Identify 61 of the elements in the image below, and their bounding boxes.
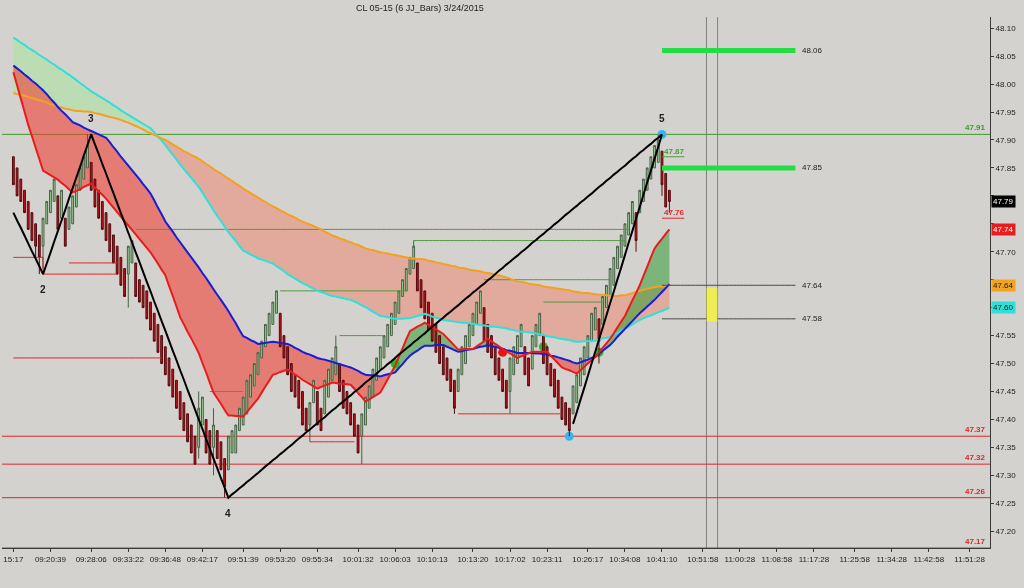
y-tick-label: 47.40 [995,415,1017,425]
x-tick-label: 09:28:06 [75,554,108,564]
data-label: 47.58 [802,314,823,323]
annotation: 3 [88,113,94,124]
x-tick-label: 10:06:03 [379,554,412,564]
x-tick-label: 10:34:08 [609,554,642,564]
x-tick-label: 09:53:20 [264,554,297,564]
x-tick-label: 11:25:58 [839,554,871,564]
y-tick-label: 47.85 [995,163,1017,173]
y-tick-label: 47.70 [995,247,1017,257]
x-tick-label: 10:26:17 [572,554,604,564]
annotation: 47.79 [993,197,1014,206]
ref-line-label: 47.91 [965,123,986,132]
y-tick-label: 47.55 [995,331,1017,341]
x-tick-label: 11:42:58 [913,554,945,564]
annotation: 47.64 [993,281,1014,290]
x-tick-label: 09:36:48 [149,554,182,564]
annotation: 5 [659,113,665,124]
annotation: 4 [225,508,231,519]
y-tick-label: 47.35 [995,443,1017,453]
x-tick-label: 10:23:11 [531,554,563,564]
x-tick-label: 10:13:20 [457,554,490,564]
y-tick-label: 48.00 [995,79,1017,89]
x-tick-label: 09:51:39 [227,554,260,564]
x-tick-label: 11:08:58 [761,554,793,564]
chart-title: CL 05-15 (6 JJ_Bars) 3/24/2015 [355,3,484,14]
x-tick-label: 10:41:10 [646,554,679,564]
y-tick-label: 47.25 [995,499,1017,509]
x-tick-label: 15:17 [3,554,24,564]
annotation: 47.60 [993,303,1014,312]
x-tick-label: 11:34:28 [876,554,908,564]
ref-line-label: 47.32 [965,453,986,462]
x-tick-label: 09:42:17 [186,554,219,564]
x-tick-label: 11:17:28 [798,554,830,564]
data-label: 48.06 [802,46,823,55]
annotation: 47.74 [993,225,1014,234]
x-tick-label: 11:51:28 [954,554,986,564]
x-tick-label: 10:01:32 [342,554,375,564]
y-tick-label: 47.45 [995,387,1017,397]
data-label: 47.85 [802,163,823,172]
y-tick-label: 47.20 [995,527,1017,537]
y-tick-label: 48.10 [995,23,1017,33]
ref-line-label: 47.37 [965,425,986,434]
y-tick-label: 47.90 [995,135,1017,145]
y-tick-label: 47.30 [995,471,1017,481]
x-tick-label: 09:55:34 [301,554,334,564]
ref-line-label: 47.26 [965,487,986,496]
y-tick-label: 47.50 [995,359,1017,369]
y-tick-label: 47.95 [995,107,1017,117]
x-tick-label: 10:17:02 [494,554,527,564]
x-tick-label: 11:00:28 [724,554,756,564]
x-tick-label: 09:33:22 [112,554,145,564]
ref-line-label: 47.17 [965,537,986,546]
y-tick-label: 48.05 [995,51,1017,61]
annotation: 47.87 [664,147,685,156]
x-tick-label: 09:20:39 [34,554,67,564]
annotation: 47.76 [664,208,685,217]
annotation: 2 [40,284,46,295]
x-tick-label: 10:51:58 [687,554,719,564]
data-label: 47.64 [802,281,823,290]
x-tick-label: 10:10:13 [416,554,449,564]
